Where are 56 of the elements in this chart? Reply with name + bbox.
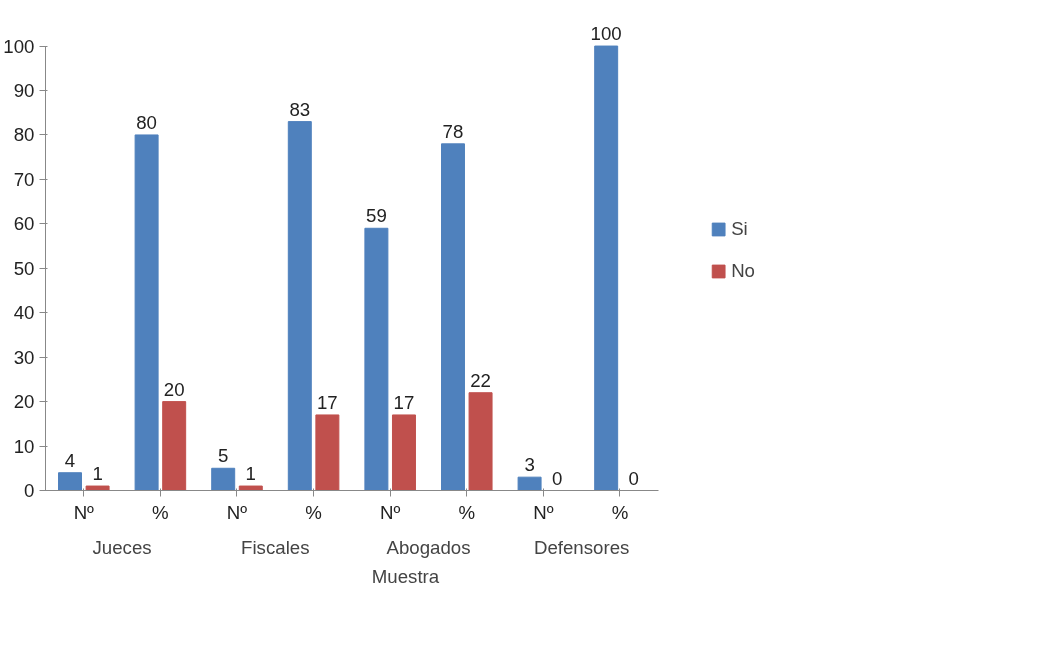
legend-label: No [731,260,755,282]
y-tick-label: 50 [13,257,35,279]
data-label: 83 [289,98,311,120]
data-label: 80 [136,111,157,133]
bar [315,414,340,491]
x-tick-label: % [152,501,169,523]
data-label: 22 [470,369,491,391]
text: Fiscales [241,536,310,558]
data-label: 20 [163,378,185,400]
data-label: 59 [366,205,387,227]
data-label: 0 [628,467,639,489]
bar [58,472,82,491]
legend-label: Si [731,218,749,240]
bar [85,485,110,491]
y-tick-label: 70 [13,168,35,190]
bar [468,392,493,491]
x-tick-label: Nº [73,501,95,523]
y-tick-label: 0 [24,480,35,501]
data-label: 4 [64,449,76,471]
bar [517,476,542,491]
text: Jueces [92,536,152,558]
data-label: 3 [524,454,535,476]
data-label: 5 [218,445,229,467]
y-tick-label: 80 [13,124,35,146]
y-tick-label: 100 [3,35,35,57]
bar [238,485,263,491]
x-axis-title: Muestra [371,565,440,587]
bar [441,143,465,491]
x-tick-label: Nº [226,501,248,523]
y-tick-label: 10 [13,435,35,457]
y-tick-label: 20 [13,391,35,413]
data-label: 0 [551,467,563,489]
bar [287,121,312,491]
bar [391,414,416,491]
text: Abogados [386,536,471,558]
bar [594,45,619,491]
bar [211,467,236,491]
data-label: 17 [317,391,338,413]
bar [134,134,159,491]
x-tick-label: Nº [533,501,554,523]
y-tick-label: 40 [13,302,35,324]
x-tick-label: % [611,501,629,523]
bar [364,227,389,491]
y-tick-label: 30 [13,346,35,368]
y-tick-label: 60 [13,213,35,235]
data-label: 1 [92,463,103,485]
y-tick-label: 90 [13,80,35,101]
x-tick-label: % [305,501,322,523]
data-label: 17 [393,391,415,413]
x-tick-label: % [458,501,476,523]
data-label: 1 [245,463,256,485]
x-tick-label: Nº [380,501,401,523]
data-label: 78 [442,120,464,142]
bar [162,401,187,491]
data-label: 100 [590,23,622,45]
text: Defensores [533,536,630,558]
